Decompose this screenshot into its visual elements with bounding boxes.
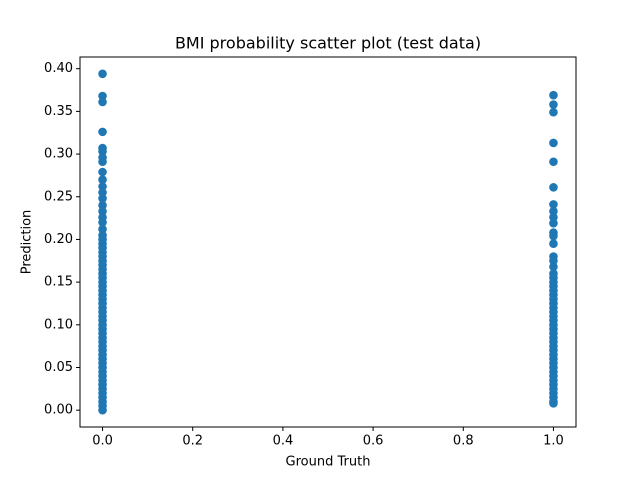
point <box>98 182 107 191</box>
point <box>549 231 558 241</box>
point <box>98 69 107 79</box>
point <box>98 405 107 415</box>
point <box>98 188 107 197</box>
point <box>98 206 107 216</box>
point <box>549 212 558 222</box>
y-tick-label: 0.00 <box>44 403 73 418</box>
x-tick-label: 1.0 <box>543 434 564 449</box>
x-tick-label: 0.0 <box>92 434 113 449</box>
y-tick-label: 0.20 <box>44 232 73 247</box>
point <box>98 97 107 107</box>
point <box>549 200 558 209</box>
point <box>549 262 558 272</box>
point <box>98 200 107 210</box>
y-tick-label: 0.30 <box>44 147 73 162</box>
point <box>549 218 558 228</box>
point <box>98 91 107 101</box>
point <box>98 127 107 137</box>
chart-title: BMI probability scatter plot (test data) <box>175 34 481 53</box>
point <box>98 157 107 167</box>
y-tick-label: 0.35 <box>44 104 73 119</box>
x-tick-label: 0.8 <box>453 434 474 449</box>
y-tick-label: 0.40 <box>44 61 73 76</box>
point <box>549 239 558 249</box>
y-tick-label: 0.15 <box>44 275 73 290</box>
point <box>549 183 558 192</box>
y-axis-label: Prediction <box>20 210 35 275</box>
point <box>98 218 107 227</box>
point <box>549 256 558 266</box>
point <box>549 138 558 148</box>
point <box>98 147 107 156</box>
x-tick-label: 0.4 <box>273 434 294 449</box>
point <box>98 224 107 234</box>
point <box>549 206 558 216</box>
point <box>549 100 558 109</box>
x-tick-label: 0.6 <box>363 434 384 449</box>
y-tick-label: 0.10 <box>44 317 73 332</box>
point <box>549 157 558 167</box>
y-tick-label: 0.05 <box>44 360 73 375</box>
point <box>549 90 558 100</box>
point <box>98 175 107 184</box>
point <box>549 107 558 117</box>
x-axis-label: Ground Truth <box>286 455 371 470</box>
point <box>98 194 107 203</box>
point <box>549 399 558 408</box>
y-tick-label: 0.25 <box>44 189 73 204</box>
plot-frame <box>79 56 577 428</box>
point <box>98 167 107 177</box>
x-tick-label: 0.2 <box>182 434 203 449</box>
